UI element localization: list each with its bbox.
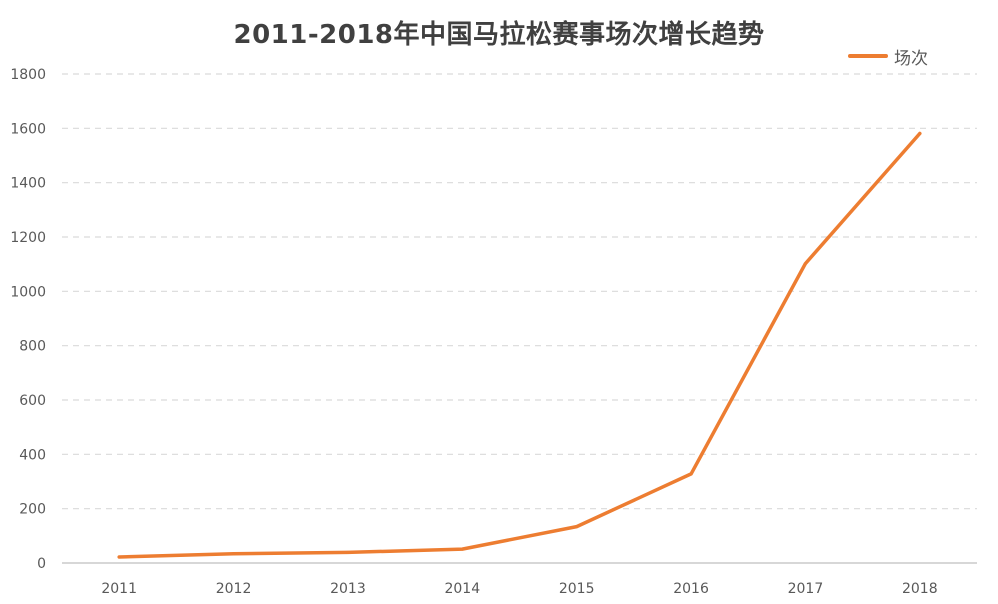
y-tick-label-200: 200 xyxy=(19,502,46,518)
x-tick-label-2017: 2017 xyxy=(788,581,824,597)
legend-swatch-changci xyxy=(848,54,888,58)
x-tick-label-2011: 2011 xyxy=(101,581,137,597)
data-point-2017 xyxy=(803,262,807,266)
y-tick-label-1400: 1400 xyxy=(10,176,46,192)
x-tick-label-2016: 2016 xyxy=(673,581,709,597)
legend-label-changci: 场次 xyxy=(894,48,928,69)
y-tick-label-1000: 1000 xyxy=(10,284,46,300)
x-tick-label-2013: 2013 xyxy=(330,581,366,597)
y-tick-label-800: 800 xyxy=(19,339,46,355)
data-point-2015 xyxy=(575,525,579,529)
data-point-2018 xyxy=(918,131,922,135)
x-tick-label-2012: 2012 xyxy=(216,581,252,597)
data-point-2011 xyxy=(117,555,121,559)
data-point-2012 xyxy=(232,552,236,556)
y-tick-label-1800: 1800 xyxy=(10,67,46,83)
y-tick-label-1600: 1600 xyxy=(10,121,46,137)
chart-title: 2011-2018年中国马拉松赛事场次增长趋势 xyxy=(233,20,765,50)
x-tick-label-2015: 2015 xyxy=(559,581,595,597)
x-tick-label-2018: 2018 xyxy=(902,581,938,597)
y-tick-label-0: 0 xyxy=(37,556,46,572)
series-line-0 xyxy=(117,131,922,559)
data-point-2013 xyxy=(346,550,350,554)
y-tick-label-1200: 1200 xyxy=(10,230,46,246)
x-tick-label-2014: 2014 xyxy=(444,581,480,597)
legend: 场次 xyxy=(848,42,928,70)
y-tick-label-600: 600 xyxy=(19,393,46,409)
data-point-2016 xyxy=(689,472,693,476)
data-point-2014 xyxy=(460,547,464,551)
y-tick-label-400: 400 xyxy=(19,447,46,463)
